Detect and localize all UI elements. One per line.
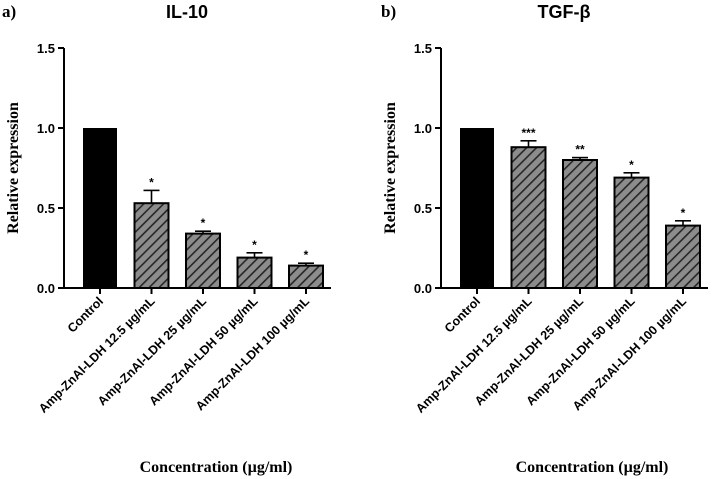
significance-marker: *** <box>521 126 535 140</box>
x-axis-label: Concentration (µg/ml) <box>140 459 293 476</box>
y-tick-label: 0.5 <box>414 201 432 216</box>
y-tick-label: 0.0 <box>414 281 432 296</box>
significance-marker: * <box>149 175 154 189</box>
bar-treatment <box>613 176 650 290</box>
significance-marker: ** <box>575 143 585 157</box>
y-axis-label: Relative expression <box>5 102 22 234</box>
y-tick-label: 1.0 <box>414 121 432 136</box>
category-label: Amp-ZnAl-LDH 50 µg/mL <box>146 294 260 408</box>
category-label: Amp-ZnAl-LDH 50 µg/mL <box>523 294 637 408</box>
y-tick-label: 1.0 <box>37 121 55 136</box>
bar-treatment <box>133 202 170 289</box>
category-label: Amp-ZnAl-LDH 25 µg/mL <box>95 294 209 408</box>
chart-title: TGF-β <box>538 2 591 22</box>
significance-marker: * <box>304 248 309 262</box>
y-tick-label: 0.0 <box>37 281 55 296</box>
bar-treatment <box>665 224 701 290</box>
y-axis-label: Relative expression <box>382 102 399 234</box>
significance-marker: * <box>252 238 257 252</box>
chart-title: IL-10 <box>166 2 208 22</box>
chart-panel-tgf-beta: b) TGF-β Relative expression 0.0 0.5 1.0 1.5 Co… <box>381 2 708 476</box>
category-label: Amp-ZnAl-LDH 25 µg/mL <box>472 294 586 408</box>
panel-letter: a) <box>2 2 16 21</box>
y-tick-label: 1.5 <box>37 41 55 56</box>
significance-marker: * <box>681 206 686 220</box>
bar-treatment <box>510 146 547 289</box>
x-axis-label: Concentration (µg/ml) <box>516 459 669 476</box>
bar-treatment <box>288 264 324 290</box>
bar-treatment <box>236 256 273 290</box>
y-tick-label: 1.5 <box>414 41 432 56</box>
bar-treatment <box>562 159 598 289</box>
bar-treatment <box>185 232 221 290</box>
y-tick-label: 0.5 <box>37 201 55 216</box>
significance-marker: * <box>201 216 206 230</box>
bar-control <box>460 128 494 288</box>
category-label: Control <box>65 294 106 335</box>
chart-panel-il10: a) IL-10 Relative expression 0.0 0.5 1.0 1.5 Co… <box>2 2 331 476</box>
category-label: Control <box>442 294 483 335</box>
significance-marker: * <box>629 158 634 172</box>
bar-control <box>83 128 117 288</box>
panel-letter: b) <box>381 2 396 21</box>
